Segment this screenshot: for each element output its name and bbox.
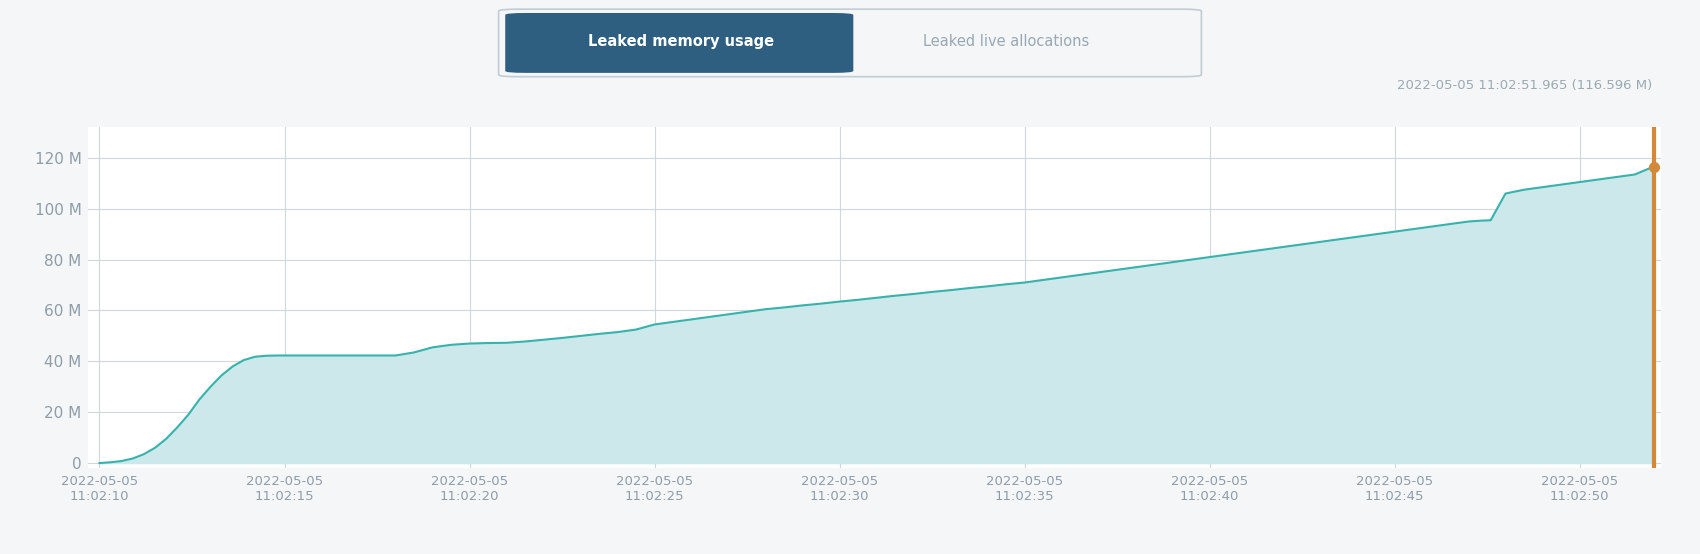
Text: 2022-05-05 11:02:51.965 (116.596 M): 2022-05-05 11:02:51.965 (116.596 M) xyxy=(1397,79,1652,93)
Text: Leaked live allocations: Leaked live allocations xyxy=(923,34,1090,49)
Text: Leaked memory usage: Leaked memory usage xyxy=(588,34,774,49)
FancyBboxPatch shape xyxy=(505,13,853,73)
FancyBboxPatch shape xyxy=(498,9,1202,76)
